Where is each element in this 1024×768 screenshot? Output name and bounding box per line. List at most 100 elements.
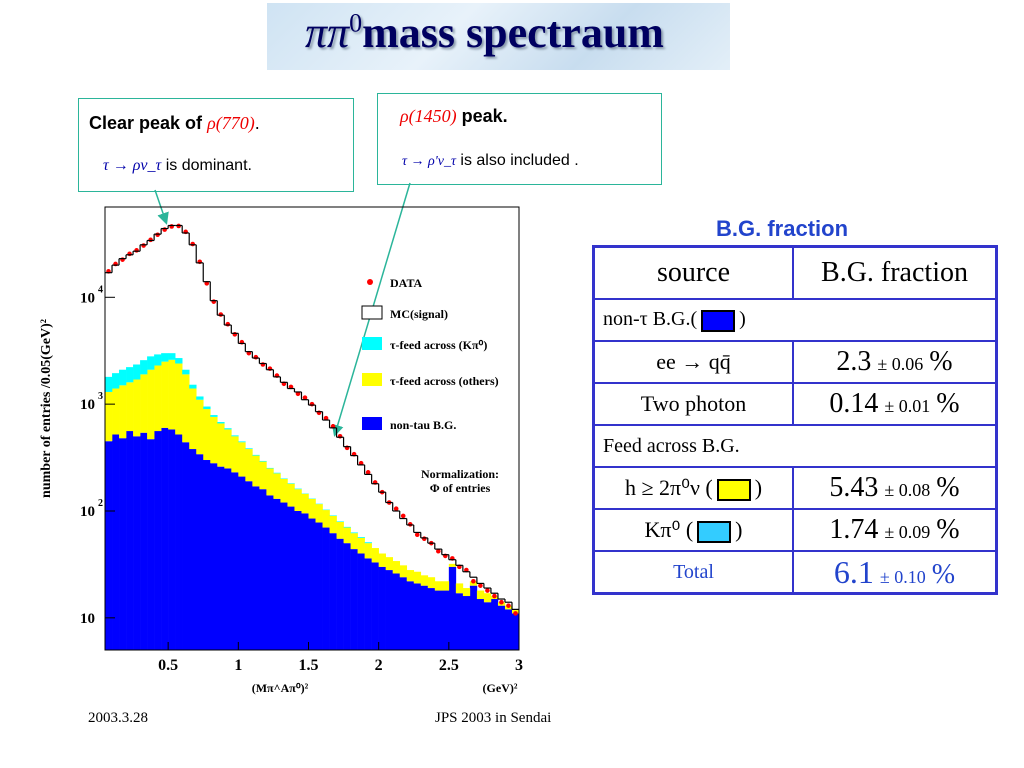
histogram-bar (126, 382, 134, 432)
histogram-bar (252, 486, 260, 650)
histogram-bar (210, 416, 218, 464)
histogram-bar (455, 593, 464, 650)
y-tick-label: 10 (80, 397, 95, 413)
histogram-bar (196, 454, 204, 650)
histogram-bar (140, 432, 148, 650)
histogram-bar (203, 460, 211, 650)
histogram-bar (315, 504, 323, 523)
data-point (513, 611, 518, 616)
unit: % (929, 346, 953, 377)
histogram-bar (378, 566, 386, 650)
source-cell: ee → qq̄ (592, 340, 794, 384)
table-title: B.G. fraction (716, 216, 849, 241)
data-point (225, 321, 231, 327)
legend-label: τ-feed across (others) (390, 374, 499, 388)
histogram-bar (455, 583, 464, 594)
title-symbol: ππ (305, 8, 350, 57)
histogram-bar (434, 581, 443, 591)
histogram-bar (182, 374, 190, 443)
histogram-bar (259, 489, 267, 650)
data-point (471, 578, 476, 584)
callout-line: ρ(1450) peak. (400, 106, 508, 127)
data-point (141, 243, 146, 248)
histogram-bar (119, 438, 127, 650)
title-banner: ππ0mass spectraum (267, 3, 730, 70)
histogram-bar (252, 455, 260, 487)
histogram-bar (350, 549, 358, 650)
histogram-bar (462, 596, 471, 650)
title-sup: 0 (349, 8, 363, 38)
histogram-bar (357, 537, 365, 538)
histogram-bar (119, 385, 127, 439)
swatch (697, 520, 732, 543)
data-point (323, 415, 329, 421)
histogram-bar (427, 588, 436, 650)
histogram-bar (189, 449, 197, 650)
data-point (337, 434, 343, 439)
source-text: non-τ B.G.( (603, 308, 698, 331)
y-tick-label: 10 (80, 611, 95, 627)
x-tick-label: 1 (234, 657, 242, 674)
table-row: Total 6.1 ± 0.10% (592, 550, 998, 595)
data-point (309, 401, 315, 407)
value: 0.14 (829, 388, 879, 419)
data-point (506, 603, 511, 608)
histogram-bar (105, 441, 113, 650)
histogram-bar (322, 510, 330, 528)
histogram-bar (231, 436, 239, 473)
histogram-bar (217, 423, 225, 467)
histogram-bar (301, 513, 309, 650)
histogram-bar (154, 354, 162, 366)
table-row: ee → qq̄ 2.3 ± 0.06% (592, 340, 998, 384)
histogram-bar (231, 435, 239, 437)
title-text: mass spectraum (362, 8, 664, 57)
data-point (295, 391, 301, 397)
unit: % (936, 472, 960, 503)
data-point (400, 513, 406, 519)
histogram-bar (273, 472, 281, 474)
histogram-bar (196, 399, 204, 455)
histogram-bar (497, 605, 506, 650)
table-header: source B.G. fraction (592, 245, 998, 300)
histogram-bar (448, 563, 457, 567)
histogram-bar (385, 570, 393, 650)
value-cell: 0.14 ± 0.01% (792, 382, 998, 426)
data-point (393, 506, 399, 512)
source-text: Total (673, 560, 714, 583)
data-point (218, 312, 224, 317)
histogram-bar (476, 599, 485, 650)
error: ± 0.10 (879, 566, 926, 587)
histogram-bar (399, 565, 408, 578)
footer-date: 2003.3.28 (88, 710, 148, 726)
histogram-bar (126, 367, 134, 383)
histogram-bar (392, 573, 401, 650)
histogram-bar (189, 388, 197, 450)
histogram-bar (161, 353, 169, 362)
histogram-bar (483, 602, 492, 650)
histogram-bar (329, 533, 337, 650)
histogram-bar (399, 577, 408, 650)
footer-event: JPS 2003 in Sendai (435, 710, 552, 726)
histogram-bar (252, 454, 260, 456)
histogram-bar (420, 575, 429, 586)
histogram-bar (483, 593, 492, 603)
histogram-bar (147, 356, 155, 370)
histogram-bar (287, 483, 295, 507)
histogram-bar (140, 360, 148, 375)
histogram-bar (112, 434, 120, 650)
table-row: non-τ B.G.() (592, 298, 998, 342)
histogram-bar (266, 467, 274, 469)
histogram-bar (350, 532, 358, 534)
histogram-bar (315, 522, 323, 650)
histogram-bar (217, 466, 225, 650)
histogram-bar (133, 364, 141, 380)
source-cell: Two photon (592, 382, 794, 426)
histogram-bar (273, 473, 281, 499)
callout-line: τ → ρν_τ is dominant. (103, 157, 252, 175)
data-point (260, 362, 266, 367)
callout-rho: ρ(770) (207, 113, 255, 133)
histogram-bar (168, 429, 176, 650)
histogram-bar (168, 359, 176, 430)
source-text: Feed across B.G. (603, 434, 740, 457)
